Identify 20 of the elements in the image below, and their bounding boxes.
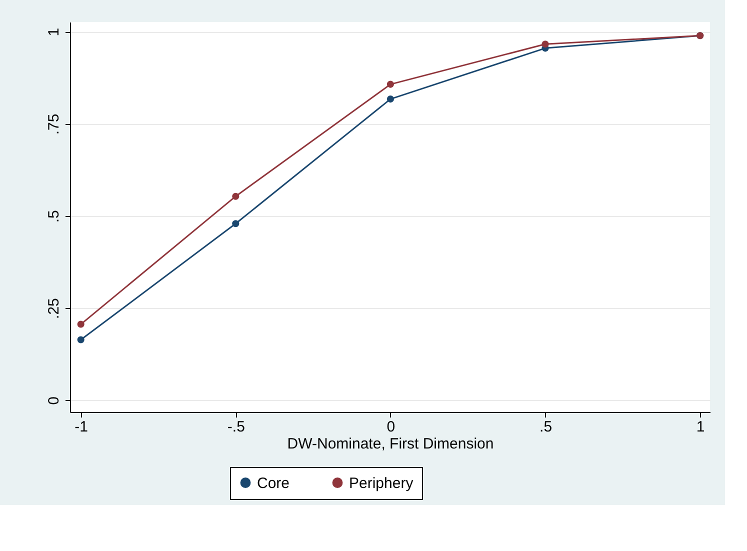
x-axis-title: DW-Nominate, First Dimension [287,436,494,452]
y-tick-label: .75 [46,114,62,135]
x-tick-label: -.5 [227,418,245,436]
x-tick-label: 0 [386,418,396,436]
point [232,220,240,228]
y-tick-label: 1 [46,28,62,36]
y-tick-label: .25 [46,298,62,319]
legend-label: Periphery [349,474,414,492]
point [386,80,394,88]
x-tick-label: .5 [540,418,552,436]
point [77,336,84,344]
point [77,320,84,328]
point [542,40,549,48]
point [386,96,394,103]
legend-label: Core [257,474,290,492]
y-tick-label: .5 [46,210,62,223]
x-tick-label: -1 [74,418,88,436]
y-tick-label: 0 [46,396,62,405]
x-tick-label: 1 [696,418,705,436]
point [232,192,240,200]
